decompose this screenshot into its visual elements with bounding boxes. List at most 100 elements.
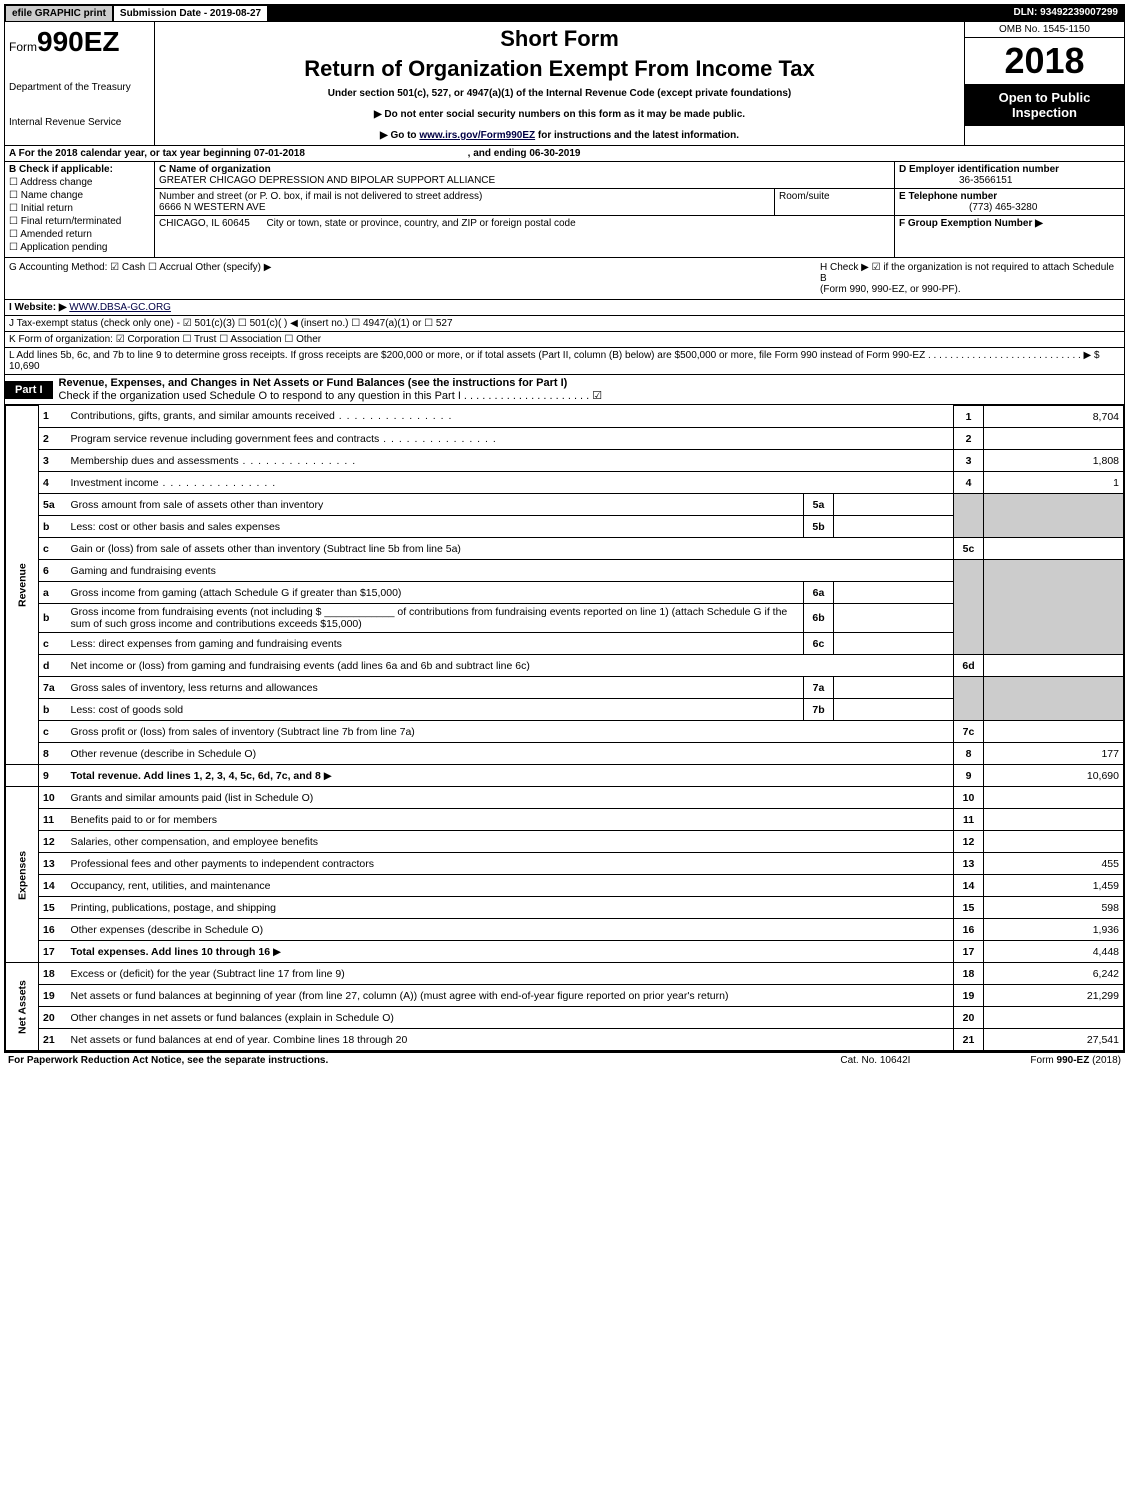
addr-label: Number and street (or P. O. box, if mail… [159, 191, 482, 202]
form-number: Form990EZ [9, 26, 150, 58]
ln-val: 177 [984, 743, 1124, 765]
efile-print-button[interactable]: efile GRAPHIC print [5, 5, 113, 22]
ln-desc: Gross income from gaming (attach Schedul… [67, 582, 804, 604]
row-k: K Form of organization: ☑ Corporation ☐ … [5, 332, 1124, 348]
row-a-end: , and ending 06-30-2019 [468, 148, 581, 159]
subtitle-2: ▶ Do not enter social security numbers o… [161, 109, 958, 120]
e-label: E Telephone number [899, 191, 997, 202]
chk-address-change[interactable]: ☐ Address change [9, 177, 150, 188]
ln-val: 598 [984, 897, 1124, 919]
chk-addr-label: Address change [20, 177, 92, 188]
org-name: GREATER CHICAGO DEPRESSION AND BIPOLAR S… [159, 175, 495, 186]
chk-initial-return[interactable]: ☐ Initial return [9, 203, 150, 214]
ln-num: 10 [39, 787, 67, 809]
ln-desc: Program service revenue including govern… [67, 428, 954, 450]
ln-num: 15 [39, 897, 67, 919]
side-revenue: Revenue [6, 406, 39, 765]
f-label: F Group Exemption Number ▶ [899, 218, 1043, 229]
col-d: D Employer identification number 36-3566… [894, 162, 1124, 257]
chk-name-change[interactable]: ☐ Name change [9, 190, 150, 201]
ln-val [984, 538, 1124, 560]
ln-desc: Excess or (deficit) for the year (Subtra… [67, 963, 954, 985]
ln-val [984, 1007, 1124, 1029]
dept-treasury: Department of the Treasury [9, 82, 150, 93]
chk-app-label: Application pending [20, 242, 107, 253]
ln-box: 8 [954, 743, 984, 765]
city-block: CHICAGO, IL 60645 City or town, state or… [155, 216, 894, 231]
ln-desc: Net assets or fund balances at end of ye… [67, 1029, 954, 1051]
tax-year: 2018 [965, 38, 1124, 84]
grey-spacer [984, 560, 1124, 655]
ln-num: 13 [39, 853, 67, 875]
sub-val [834, 633, 954, 655]
chk-amended-return[interactable]: ☐ Amended return [9, 229, 150, 240]
h-line1: H Check ▶ ☑ if the organization is not r… [820, 262, 1120, 284]
website-link[interactable]: WWW.DBSA-GC.ORG [69, 302, 171, 313]
ln-num: b [39, 604, 67, 633]
part1-header: Part I Revenue, Expenses, and Changes in… [5, 375, 1124, 405]
table-row: 21 Net assets or fund balances at end of… [6, 1029, 1124, 1051]
ln-desc: Net income or (loss) from gaming and fun… [67, 655, 954, 677]
ln-num: 17 [39, 941, 67, 963]
sub-val [834, 494, 954, 516]
ln-val [984, 831, 1124, 853]
table-row: 6 Gaming and fundraising events [6, 560, 1124, 582]
room-suite: Room/suite [774, 189, 894, 215]
addr-row: Number and street (or P. O. box, if mail… [155, 189, 894, 216]
ln17-bold: Total expenses. Add lines 10 through 16 [71, 946, 271, 958]
ln-num: 16 [39, 919, 67, 941]
table-row: 16 Other expenses (describe in Schedule … [6, 919, 1124, 941]
ln-desc: Professional fees and other payments to … [67, 853, 954, 875]
ln-desc: Total revenue. Add lines 1, 2, 3, 4, 5c,… [67, 765, 954, 787]
table-row: 9 Total revenue. Add lines 1, 2, 3, 4, 5… [6, 765, 1124, 787]
ln-box: 7c [954, 721, 984, 743]
chk-application-pending[interactable]: ☐ Application pending [9, 242, 150, 253]
ln-box: 14 [954, 875, 984, 897]
ln-num: 18 [39, 963, 67, 985]
ln-desc: Printing, publications, postage, and shi… [67, 897, 954, 919]
ln-num: b [39, 516, 67, 538]
ln-desc: Contributions, gifts, grants, and simila… [67, 406, 954, 428]
ln-desc: Benefits paid to or for members [67, 809, 954, 831]
ln-val: 6,242 [984, 963, 1124, 985]
irs-link[interactable]: www.irs.gov/Form990EZ [419, 130, 535, 141]
table-row: 20 Other changes in net assets or fund b… [6, 1007, 1124, 1029]
chk-final-return[interactable]: ☐ Final return/terminated [9, 216, 150, 227]
ln-desc: Investment income [67, 472, 954, 494]
ln-box: 17 [954, 941, 984, 963]
table-row: 12 Salaries, other compensation, and emp… [6, 831, 1124, 853]
side-net-assets: Net Assets [6, 963, 39, 1051]
lines-table: Revenue 1 Contributions, gifts, grants, … [5, 405, 1124, 1051]
part1-title-text: Revenue, Expenses, and Changes in Net As… [59, 377, 568, 389]
chk-amend-label: Amended return [20, 229, 92, 240]
header-left: Form990EZ Department of the Treasury Int… [5, 22, 155, 145]
table-row: Net Assets 18 Excess or (deficit) for th… [6, 963, 1124, 985]
street-address: 6666 N WESTERN AVE [159, 202, 266, 213]
sub-val [834, 699, 954, 721]
ln-desc: Less: cost of goods sold [67, 699, 804, 721]
ln-val: 8,704 [984, 406, 1124, 428]
ln-box: 11 [954, 809, 984, 831]
ln-val [984, 787, 1124, 809]
ln-num: c [39, 721, 67, 743]
chk-name-label: Name change [21, 190, 83, 201]
ln-desc: Gross sales of inventory, less returns a… [67, 677, 804, 699]
part1-check: Check if the organization used Schedule … [59, 390, 603, 402]
ln-val: 1,936 [984, 919, 1124, 941]
ln-num: d [39, 655, 67, 677]
ln-desc: Occupancy, rent, utilities, and maintena… [67, 875, 954, 897]
sub-num: 6b [804, 604, 834, 633]
ln-box: 21 [954, 1029, 984, 1051]
header-mid: Short Form Return of Organization Exempt… [155, 22, 964, 145]
ln-num: 7a [39, 677, 67, 699]
ln-val [984, 655, 1124, 677]
form-container: efile GRAPHIC print Submission Date - 20… [4, 4, 1125, 1052]
ln-num: c [39, 538, 67, 560]
ln-box: 4 [954, 472, 984, 494]
col-b: B Check if applicable: ☐ Address change … [5, 162, 155, 257]
ln-desc: Other expenses (describe in Schedule O) [67, 919, 954, 941]
submission-date: Submission Date - 2019-08-27 [113, 5, 268, 22]
ln-box: 12 [954, 831, 984, 853]
form-990ez: 990EZ [37, 26, 120, 57]
row-h: H Check ▶ ☑ if the organization is not r… [820, 262, 1120, 295]
